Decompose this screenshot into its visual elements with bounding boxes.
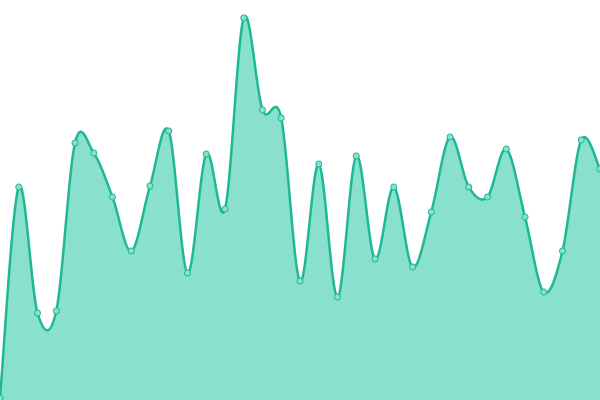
point [202, 150, 210, 158]
point [352, 152, 360, 160]
area [0, 16, 600, 400]
point [184, 269, 191, 277]
point [52, 307, 60, 315]
point [427, 208, 435, 216]
point [165, 127, 173, 135]
point [315, 160, 323, 168]
point [277, 114, 285, 122]
point [446, 133, 454, 141]
point [34, 309, 41, 317]
point [521, 213, 529, 221]
point [146, 182, 154, 190]
point [465, 183, 473, 191]
point [240, 14, 248, 22]
point [0, 394, 4, 400]
point [90, 149, 98, 157]
point [559, 247, 566, 255]
point [15, 183, 23, 191]
point [484, 193, 491, 201]
point [390, 183, 398, 191]
point [127, 247, 135, 255]
point [259, 106, 266, 114]
point [502, 145, 510, 153]
point [540, 288, 548, 296]
point [221, 205, 229, 213]
point [109, 193, 116, 201]
point [334, 293, 341, 301]
point [577, 136, 585, 144]
point [409, 263, 416, 271]
point [371, 255, 379, 263]
point [296, 277, 304, 285]
point [71, 139, 79, 147]
point [596, 165, 600, 173]
